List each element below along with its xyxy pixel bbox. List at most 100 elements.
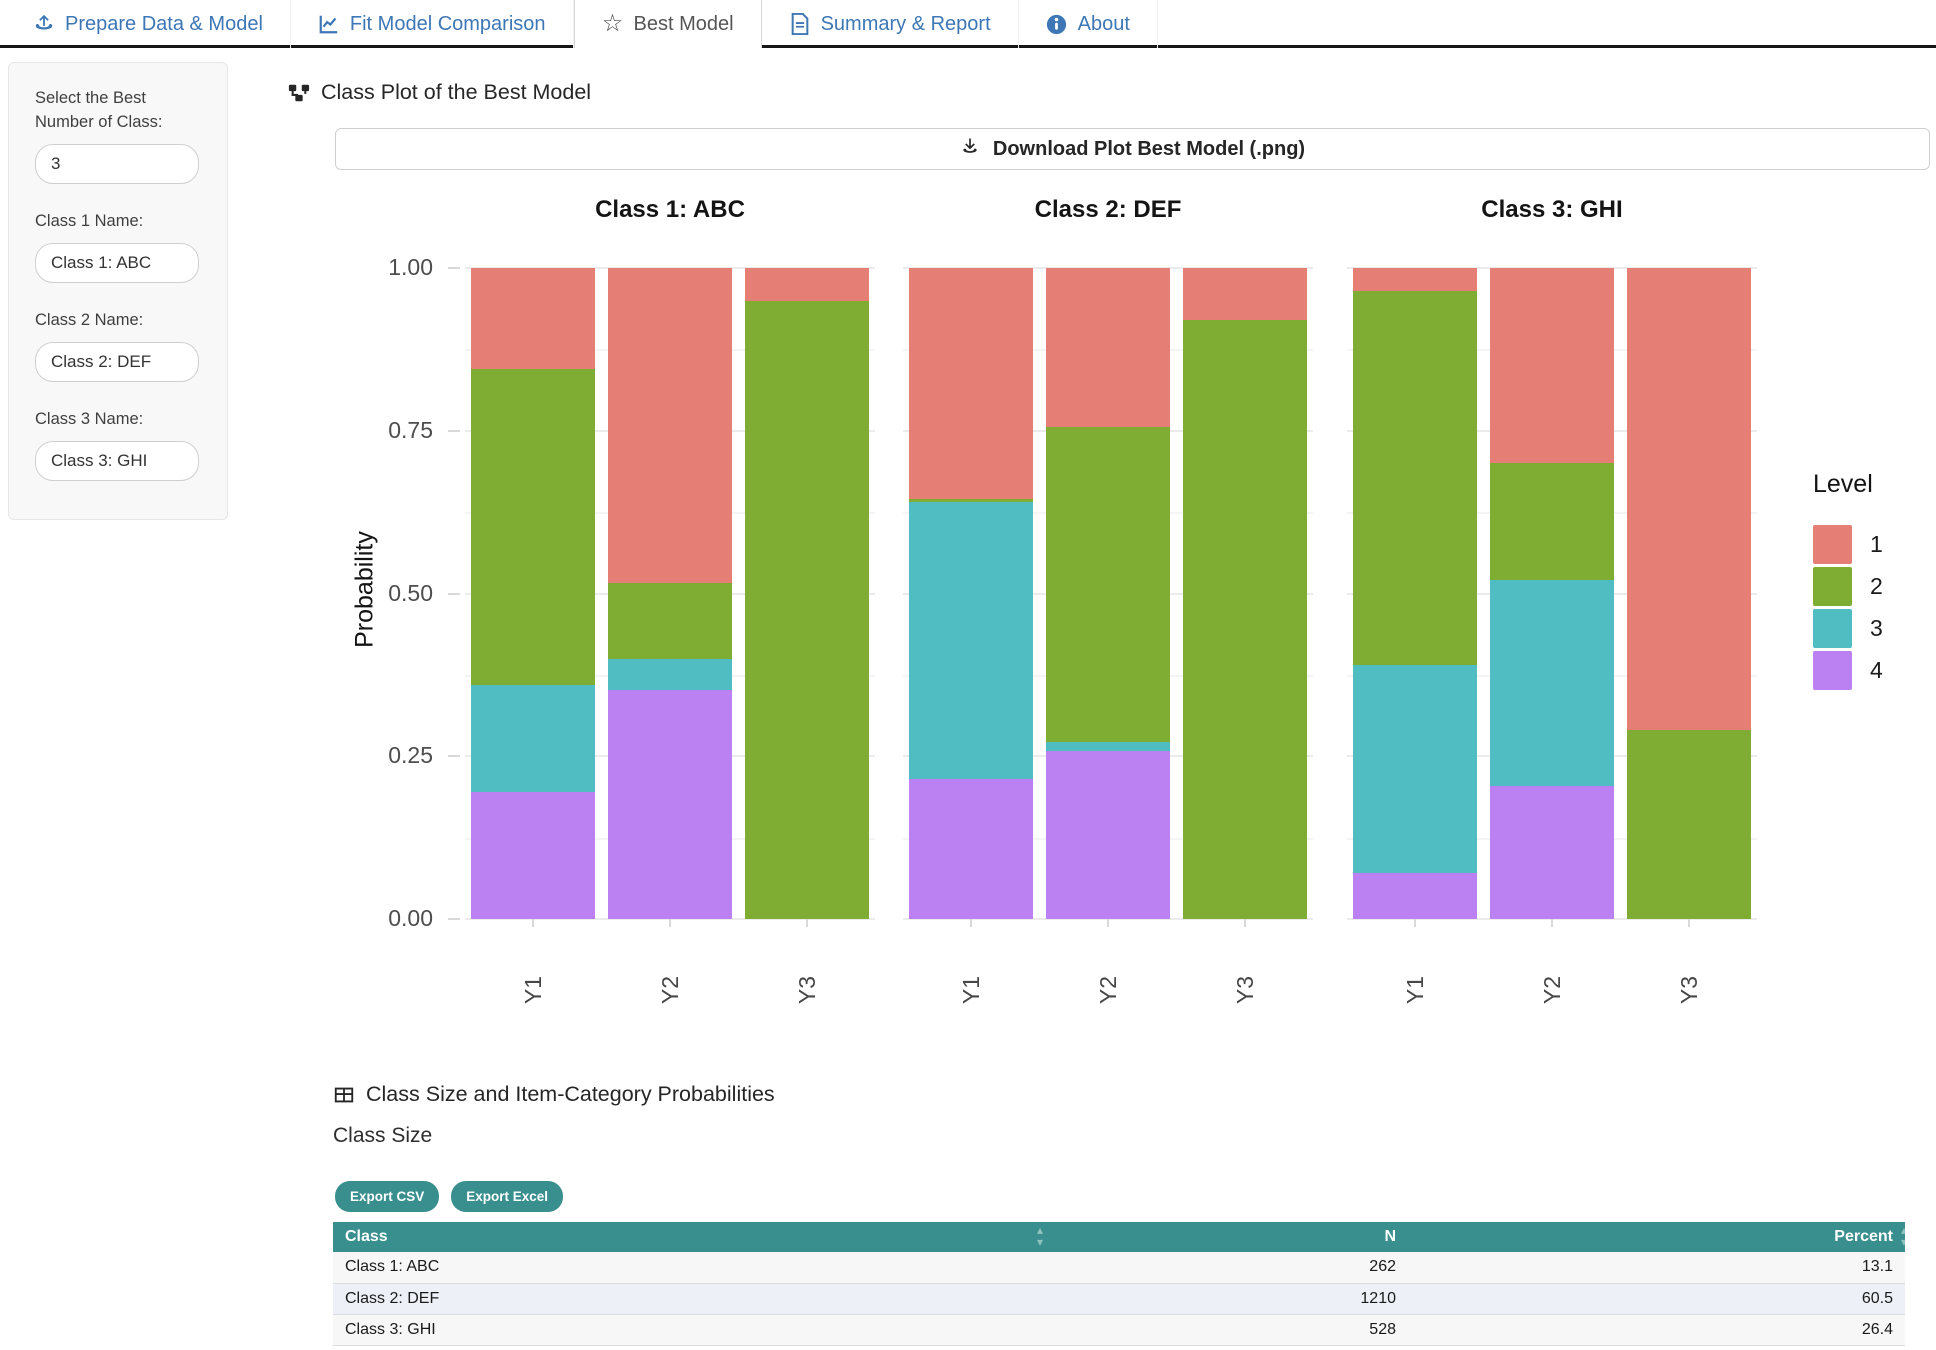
tab-prepare-data-model[interactable]: Prepare Data & Model: [6, 0, 291, 48]
bar-segment-level-4: [608, 689, 732, 919]
bar-segment-level-4: [1353, 873, 1477, 919]
x-category-label: Y2: [1095, 975, 1121, 1005]
table-cell: 1210: [1045, 1283, 1408, 1315]
table-cell: Class 1: ABC: [333, 1252, 1045, 1284]
bar-segment-level-1: [1353, 268, 1477, 291]
table-row[interactable]: Class 3: GHI 528 26.4: [333, 1314, 1905, 1346]
y-tick-label: 0.50: [388, 579, 433, 606]
column-header-percent[interactable]: Percent ▴ ▾: [1408, 1222, 1907, 1252]
table-row[interactable]: Class 1: ABC 262 13.1: [333, 1252, 1905, 1284]
table-section-title: Class Size and Item-Category Probabiliti…: [366, 1082, 775, 1106]
legend-label: 1: [1870, 531, 1883, 557]
best-number-of-class-input-label: Select the Best Number of Class:: [35, 89, 163, 131]
legend-swatch: [1813, 525, 1852, 564]
y-tick-mark: [448, 918, 460, 920]
class-size-table-body: Class 1: ABC 262 13.1 Class 2: DEF 1210 60.5 C…: [333, 1252, 1905, 1346]
bar-segment-level-2: [1183, 320, 1307, 919]
legend-label: 4: [1870, 657, 1883, 683]
class-3-name-input-label: Class 3 Name:: [35, 409, 144, 428]
class-2-name-input[interactable]: [35, 341, 199, 382]
legend-items: 1 2 3 4: [1813, 525, 1883, 690]
bar-segment-level-1: [1046, 268, 1170, 428]
tab-label: Fit Model Comparison: [349, 12, 546, 35]
x-category-label: Y3: [1232, 975, 1258, 1005]
bar-segment-level-3: [909, 502, 1033, 780]
bar-segment-level-2: [1627, 730, 1751, 919]
bar-segment-level-4: [1490, 785, 1614, 919]
y-tick-mark: [448, 429, 460, 432]
file-icon: [789, 13, 811, 35]
bar-segment-level-3: [1490, 580, 1614, 786]
bar-segment-level-3: [1353, 665, 1477, 874]
table-icon: [333, 1084, 355, 1106]
bar-segment-level-2: [1490, 463, 1614, 581]
info-icon: [1046, 13, 1068, 35]
table-row[interactable]: Class 2: DEF 1210 60.5: [333, 1283, 1905, 1315]
export-excel-button[interactable]: Export Excel: [451, 1181, 564, 1212]
x-tick-mark: [806, 919, 808, 927]
tab-about[interactable]: About: [1019, 0, 1158, 48]
bar-segment-level-2: [909, 499, 1033, 503]
x-tick-mark: [669, 919, 671, 927]
bar-segment-level-2: [608, 583, 732, 659]
class-2-name-input-label: Class 2 Name:: [35, 310, 144, 329]
tab-fit-model-comparison[interactable]: Fit Model Comparison: [291, 0, 574, 48]
bar-segment-level-2: [471, 368, 595, 685]
y-tick-mark: [448, 755, 460, 758]
column-header-class[interactable]: Class ▴ ▾: [333, 1222, 1045, 1252]
x-tick-mark: [1688, 919, 1690, 927]
tab-summary-report[interactable]: Summary & Report: [762, 0, 1019, 48]
table-cell: Class 2: DEF: [333, 1283, 1045, 1315]
bar-segment-level-1: [909, 268, 1033, 500]
export-csv-button[interactable]: Export CSV: [335, 1181, 440, 1212]
project-diagram-icon: [288, 82, 310, 104]
bar-segment-level-3: [1046, 741, 1170, 752]
x-tick-mark: [1107, 919, 1109, 927]
class-3-name-input[interactable]: [35, 440, 199, 481]
sort-arrows-icon[interactable]: ▴ ▾: [1900, 1223, 1907, 1249]
bar-segment-level-1: [1490, 268, 1614, 464]
x-category-label: Y1: [520, 975, 546, 1005]
chart-legend: Level 1 2 3 4: [1813, 470, 1883, 693]
facet-title: Class 2: DEF: [1034, 196, 1182, 223]
bar-segment-level-2: [1046, 427, 1170, 742]
tab-best-model[interactable]: ☆ Best Model: [573, 0, 762, 48]
table-cell: 13.1: [1408, 1252, 1905, 1284]
table-cell: 60.5: [1408, 1283, 1905, 1315]
download-icon: [960, 136, 980, 162]
x-tick-mark: [970, 919, 972, 927]
bar-segment-level-2: [745, 300, 869, 919]
class-size-table: Class ▴ ▾ N Percent ▴ ▾ Class 1: ABC 262 13.1 Cla…: [333, 1222, 1907, 1346]
download-plot-label: Download Plot Best Model (.png): [992, 137, 1306, 160]
class-1-name-input[interactable]: [35, 242, 199, 283]
table-cell: 262: [1045, 1252, 1408, 1284]
tab-label: Prepare Data & Model: [65, 12, 263, 35]
bar-segment-level-2: [1353, 290, 1477, 666]
table-cell: 528: [1045, 1314, 1408, 1346]
x-category-label: Y1: [1402, 975, 1428, 1005]
tab-label: Best Model: [633, 12, 734, 35]
bar-segment-level-3: [608, 658, 732, 690]
legend-item: 2: [1813, 567, 1883, 606]
y-tick-label: 0.25: [388, 742, 433, 769]
bar-segment-level-4: [1046, 751, 1170, 919]
x-tick-mark: [532, 919, 534, 927]
best-number-of-class-input[interactable]: [35, 143, 199, 184]
plot-section-title: Class Plot of the Best Model: [321, 80, 592, 104]
bar-segment-level-1: [608, 268, 732, 584]
table-cell: 26.4: [1408, 1314, 1905, 1346]
legend-item: 1: [1813, 525, 1883, 564]
legend-title: Level: [1813, 470, 1873, 498]
y-tick-mark: [448, 592, 460, 595]
column-header-n[interactable]: N: [1045, 1222, 1408, 1252]
x-category-label: Y2: [657, 975, 683, 1005]
x-tick-mark: [1551, 919, 1553, 927]
download-plot-button[interactable]: Download Plot Best Model (.png): [335, 128, 1930, 170]
navbar-underline: [0, 45, 1936, 48]
legend-label: 2: [1870, 573, 1883, 599]
navbar: Prepare Data & Model Fit Model Comparison…: [0, 0, 1936, 48]
y-tick-label: 0.75: [388, 416, 433, 443]
sort-arrows-icon[interactable]: ▴ ▾: [1036, 1223, 1043, 1249]
x-tick-mark: [1414, 919, 1416, 927]
